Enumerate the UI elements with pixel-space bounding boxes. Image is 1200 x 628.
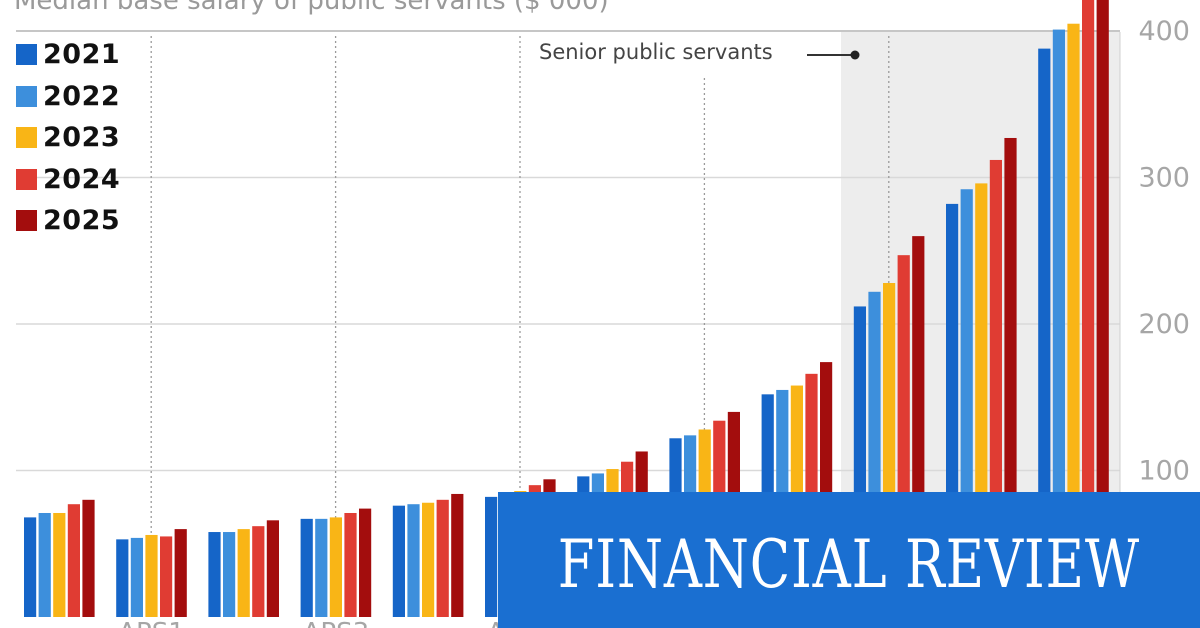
legend-item-2021: 2021: [16, 34, 120, 76]
publisher-banner: FINANCIAL REVIEW: [498, 492, 1200, 628]
legend-swatch-2021: [16, 44, 37, 66]
bar-2021-group-6: [485, 496, 498, 617]
bar-2025-group-4: [359, 508, 372, 617]
bar-2022-group-5: [407, 504, 420, 617]
bar-2023-group-3: [237, 529, 250, 617]
bar-2021-group-2: [116, 539, 129, 617]
bar-2022-group-12: [1052, 29, 1065, 618]
bar-2023-group-1: [53, 512, 66, 617]
legend-swatch-2022: [16, 85, 37, 107]
bar-2024-group-3: [252, 526, 265, 617]
bar-2022-group-3: [223, 532, 236, 617]
bar-2025-group-2: [174, 529, 187, 617]
bar-2021-group-12: [1038, 48, 1051, 618]
legend-swatch-2024: [16, 168, 37, 190]
x-tick-label-APS3: APS3: [303, 618, 370, 628]
bar-2023-group-2: [145, 534, 158, 617]
annotation-label: Senior public servants: [539, 40, 773, 64]
x-tick-label-APS1: APS1: [118, 618, 185, 628]
legend-label-2021: 2021: [43, 39, 121, 71]
legend-swatch-2025: [16, 210, 37, 232]
legend-label-2025: 2025: [43, 205, 121, 237]
bar-2021-group-3: [208, 532, 221, 617]
bar-2025-group-3: [266, 520, 279, 617]
legend-item-2024: 2024: [16, 159, 120, 201]
legend: 2021 2022 2023 2024 2025: [16, 34, 120, 242]
annotation-marker: [850, 50, 860, 60]
publisher-wordmark: FINANCIAL REVIEW: [557, 525, 1141, 603]
bar-2024-group-4: [344, 512, 357, 617]
bar-2025-group-5: [451, 493, 464, 617]
bar-2023-group-12: [1067, 23, 1080, 617]
y-tick-label-300: 300: [1138, 163, 1190, 194]
bar-2024-group-5: [436, 499, 449, 617]
bar-2023-group-5: [422, 502, 435, 617]
bar-2024-group-12: [1082, 0, 1095, 618]
legend-swatch-2023: [16, 127, 37, 149]
legend-label-2022: 2022: [43, 80, 121, 112]
y-tick-label-200: 200: [1138, 309, 1190, 340]
bar-2021-group-5: [392, 505, 405, 617]
legend-label-2023: 2023: [43, 122, 121, 154]
legend-label-2024: 2024: [43, 163, 121, 195]
bar-2022-group-1: [38, 512, 51, 617]
bar-2022-group-4: [315, 518, 328, 617]
bar-2024-group-2: [160, 536, 173, 617]
bar-2024-group-1: [67, 504, 80, 617]
y-tick-label-100: 100: [1138, 456, 1190, 487]
legend-item-2023: 2023: [16, 117, 120, 159]
bar-2021-group-1: [24, 517, 37, 617]
legend-item-2025: 2025: [16, 200, 120, 242]
y-tick-label-400: 400: [1138, 16, 1190, 47]
bar-2025-group-12: [1096, 0, 1109, 617]
bar-2023-group-4: [329, 517, 342, 617]
bar-2021-group-4: [300, 518, 313, 617]
chart-title: Median base salary of public servants ($…: [14, 0, 609, 16]
bar-2025-group-1: [82, 499, 95, 617]
legend-item-2022: 2022: [16, 76, 120, 118]
bar-2022-group-2: [130, 537, 143, 617]
